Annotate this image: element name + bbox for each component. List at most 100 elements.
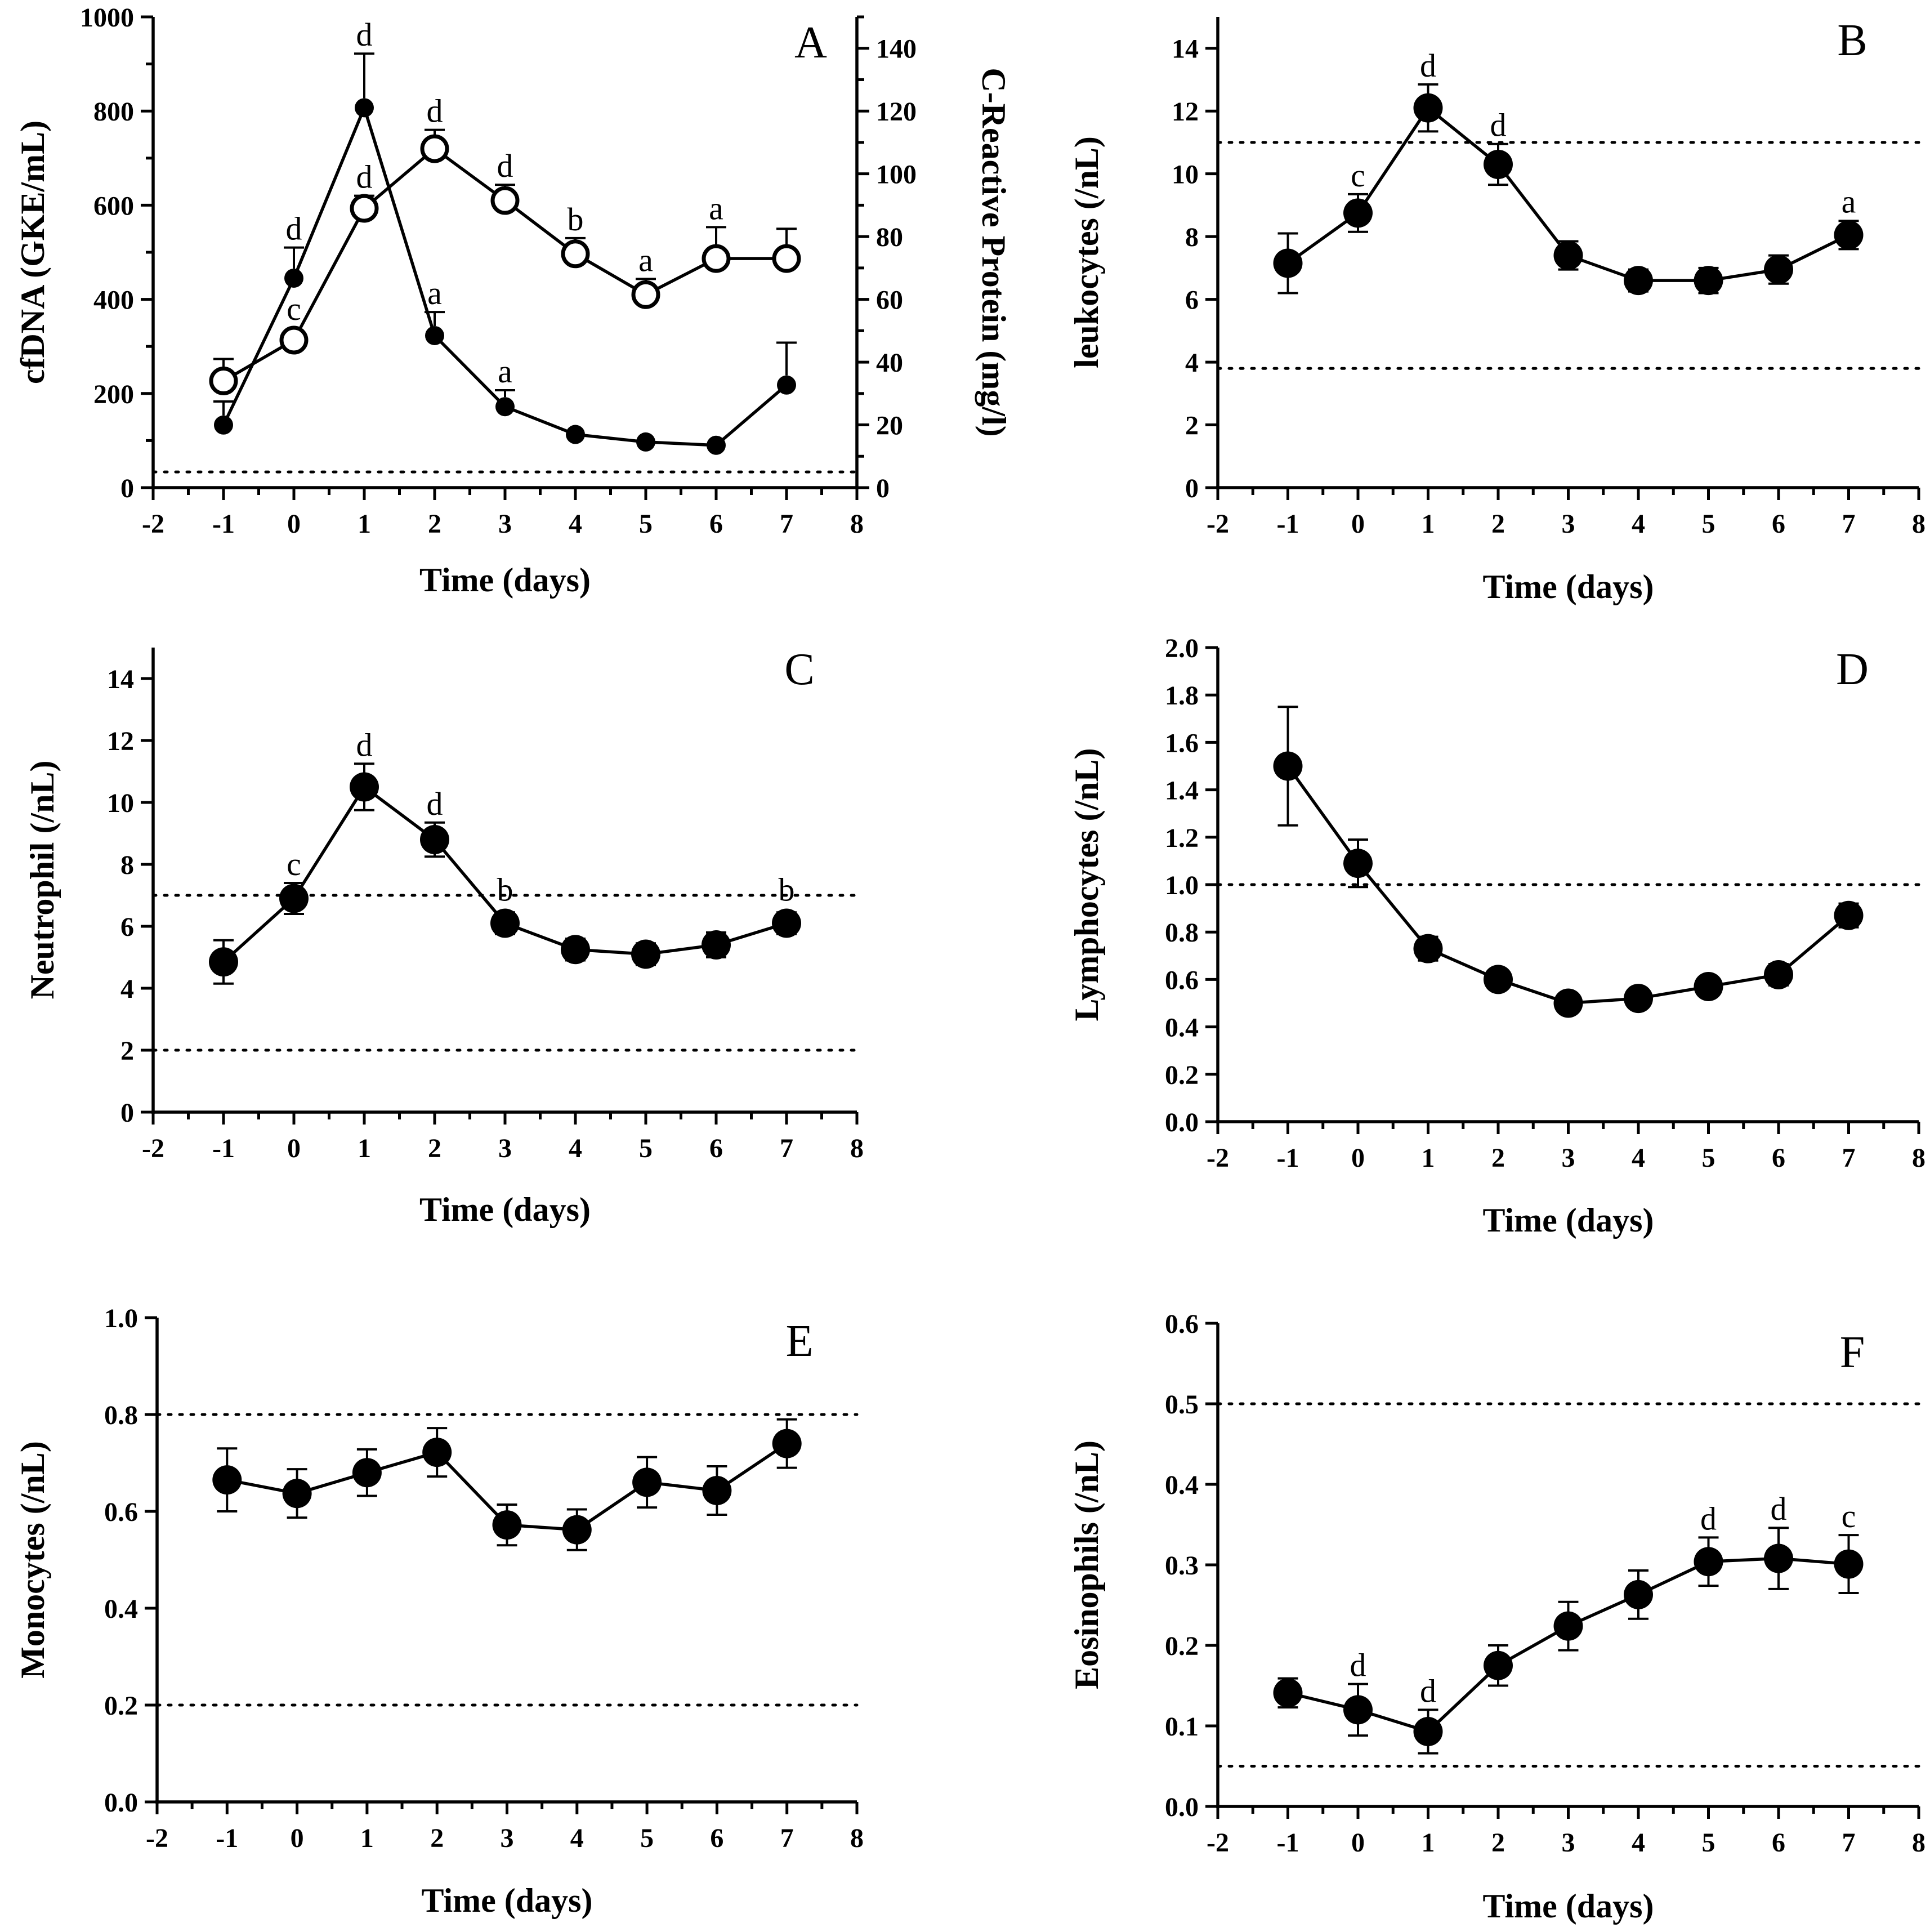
x-tick-label: -1: [1277, 509, 1299, 539]
x-tick-label: 3: [1562, 1143, 1575, 1173]
y-tick-label: 14: [1172, 34, 1199, 64]
y-tick-label: 0.4: [1165, 1470, 1199, 1500]
significance-label: d: [497, 148, 513, 184]
x-tick-label: 8: [850, 1823, 864, 1853]
data-point: [772, 1429, 802, 1458]
y-tick-label: 8: [1185, 222, 1199, 252]
data-point: [1624, 266, 1653, 296]
data-point: [1484, 965, 1513, 994]
data-point: [561, 935, 590, 965]
series-cfdna: d d a a: [213, 16, 797, 455]
y-axis-title: cfDNA (GKE/mL): [14, 121, 51, 384]
y-axis-title: Eosinophils (/nL): [1068, 1440, 1105, 1689]
x-tick-label: 6: [710, 1823, 723, 1853]
x-tick-label: -2: [1207, 1828, 1229, 1858]
y-tick-label: 8: [120, 850, 134, 880]
x-tick-label: 3: [1562, 1828, 1575, 1858]
data-point: [1834, 900, 1864, 930]
data-point: [632, 1467, 662, 1497]
data-point: [772, 908, 801, 938]
significance-label: a: [427, 275, 442, 311]
significance-label: c: [287, 291, 301, 327]
data-point: [490, 186, 520, 215]
x-tick-label: 8: [1912, 1828, 1925, 1858]
data-point: [1273, 751, 1303, 781]
significance-label: c: [1351, 157, 1365, 194]
x-tick-label: 2: [1491, 1143, 1505, 1173]
y-tick-label: 400: [93, 285, 134, 315]
panel-letter: F: [1840, 1328, 1865, 1377]
x-tick-label: 4: [569, 509, 582, 539]
y-tick-label: 6: [120, 912, 134, 942]
significance-label: a: [1842, 183, 1856, 220]
data-point: [492, 1510, 522, 1540]
y-tick-label: 2: [1185, 411, 1199, 441]
y-tick-label: 0: [120, 1098, 134, 1128]
x-axis-title: Time (days): [1483, 1202, 1654, 1239]
y-tick-label: 10: [107, 788, 134, 818]
x-tick-label: -1: [212, 509, 235, 539]
x-tick-label: 5: [639, 1134, 653, 1163]
y2-tick-label: 0: [876, 474, 890, 503]
x-tick-label: -1: [216, 1823, 238, 1853]
data-point: [702, 244, 731, 273]
x-tick-label: 0: [1351, 509, 1365, 539]
y-tick-label: 2.0: [1165, 633, 1199, 663]
x-tick-label: 1: [1422, 1143, 1435, 1173]
y2-axis-title: C-Reactive Protein (mg/l): [975, 68, 1012, 436]
x-tick-label: 0: [291, 1823, 304, 1853]
significance-label: d: [356, 159, 373, 195]
series-leukocytes: c d d a: [1273, 47, 1864, 296]
data-point: [1413, 93, 1443, 123]
y-tick-label: 0: [1185, 474, 1199, 503]
data-point: [1624, 984, 1653, 1014]
data-point: [1553, 1611, 1583, 1641]
x-axis-title: Time (days): [419, 1191, 591, 1228]
x-tick-label: 6: [1772, 509, 1785, 539]
significance-label: a: [498, 353, 512, 390]
significance-label: c: [1842, 1498, 1856, 1534]
y-tick-label: 200: [93, 380, 134, 409]
x-tick-label: 7: [1842, 509, 1856, 539]
y-tick-label: 0.5: [1165, 1390, 1199, 1420]
y-tick-label: 0.6: [1165, 965, 1199, 995]
y-tick-label: 0.2: [1165, 1631, 1199, 1661]
y-tick-label: 12: [107, 726, 134, 756]
data-point: [1484, 149, 1513, 179]
data-point: [1764, 960, 1793, 989]
significance-label: d: [1350, 1647, 1366, 1684]
data-point: [355, 98, 374, 118]
x-tick-label: 4: [1632, 509, 1645, 539]
y-tick-label: 1.0: [1165, 871, 1199, 900]
series-monocytes: [212, 1418, 802, 1551]
data-point: [1764, 255, 1793, 284]
data-point: [777, 375, 796, 395]
y-tick-label: 4: [120, 974, 134, 1004]
panel-letter: D: [1836, 645, 1869, 694]
x-tick-label: 2: [430, 1823, 444, 1853]
x-tick-label: 1: [358, 509, 371, 539]
x-tick-label: 3: [498, 1134, 512, 1163]
y-tick-label: 0.6: [104, 1497, 138, 1527]
series-c-reactive-protein: c d d d b a a: [209, 93, 801, 396]
significance-label: d: [1771, 1491, 1787, 1527]
data-point: [631, 939, 660, 969]
y2-tick-label: 60: [876, 285, 903, 315]
panel-letter: A: [794, 18, 827, 68]
y-tick-label: 0: [120, 474, 134, 503]
data-point: [1343, 849, 1373, 878]
y-tick-label: 0.4: [104, 1594, 138, 1624]
significance-label: a: [709, 190, 723, 226]
y-tick-label: 0.3: [1165, 1551, 1199, 1581]
y2-tick-label: 80: [876, 222, 903, 252]
data-point: [279, 325, 309, 355]
x-axis-title: Time (days): [1483, 568, 1654, 605]
data-point: [1413, 934, 1443, 963]
x-tick-label: 4: [1632, 1143, 1645, 1173]
x-tick-label: 6: [1772, 1828, 1785, 1858]
x-tick-label: -2: [1207, 1143, 1229, 1173]
significance-label: a: [638, 242, 653, 278]
y-tick-label: 0.0: [104, 1788, 138, 1818]
